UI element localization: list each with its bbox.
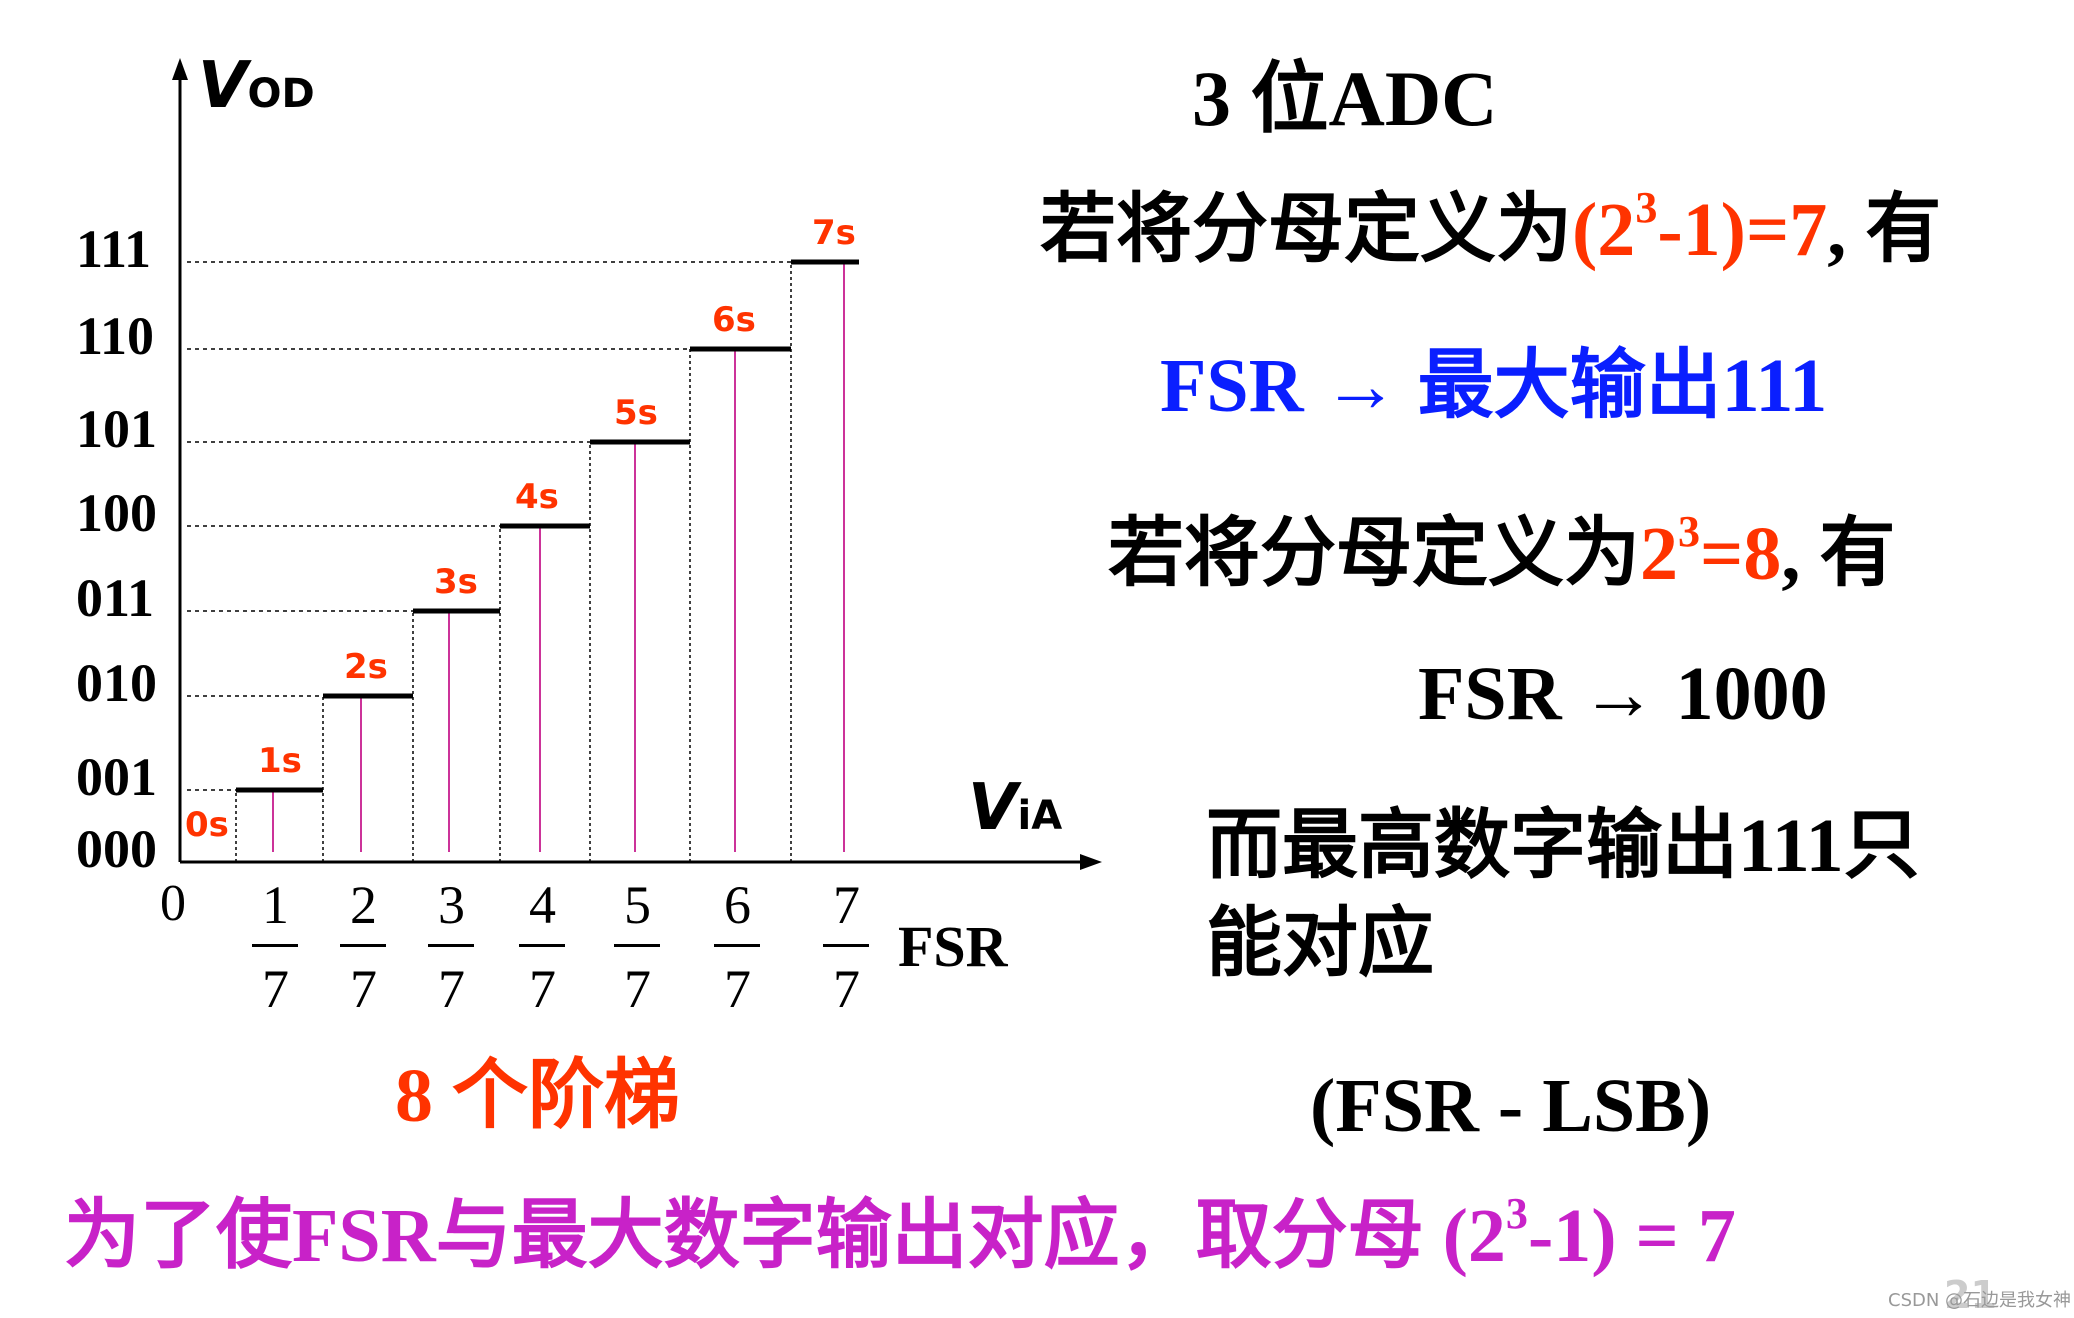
formula-2-cubed: 23=8 bbox=[1640, 506, 1782, 596]
denominator-8-line: 若将分母定义为23=8, 有 bbox=[1108, 506, 1896, 596]
fraction-numerator: 4 bbox=[529, 875, 556, 935]
denominator-7-line: 若将分母定义为(23-1)=7, 有 bbox=[1040, 182, 1942, 272]
output-code-label: 110 bbox=[76, 306, 155, 366]
fraction-numerator: 5 bbox=[624, 875, 651, 935]
corresponds-to-line: 能对应 bbox=[1206, 902, 1434, 986]
fraction-denominator: 7 bbox=[624, 959, 651, 1019]
staircase-caption: 8 个阶梯 bbox=[395, 1054, 680, 1138]
fraction-denominator: 7 bbox=[262, 959, 289, 1019]
output-code-label: 001 bbox=[76, 747, 157, 807]
fraction-denominator: 7 bbox=[438, 959, 465, 1019]
page-number: 21 bbox=[1944, 1273, 1997, 1317]
fraction-numerator: 6 bbox=[724, 875, 751, 935]
step-value-label: 7s bbox=[812, 213, 856, 253]
step-value-label: 5s bbox=[614, 393, 658, 433]
output-code-label: 011 bbox=[76, 568, 155, 628]
fraction-numerator: 2 bbox=[350, 875, 377, 935]
output-code-label: 101 bbox=[76, 399, 157, 459]
fraction-bar bbox=[519, 944, 565, 947]
fsr-minus-lsb: (FSR - LSB) bbox=[1310, 1064, 1712, 1148]
output-code-label: 100 bbox=[76, 483, 157, 543]
origin-label: 0 bbox=[160, 875, 186, 932]
fraction-bar bbox=[252, 944, 298, 947]
step-value-label: 3s bbox=[434, 562, 478, 602]
x-axis-label: ViA bbox=[968, 771, 1063, 845]
x-axis-arrow bbox=[1080, 854, 1102, 870]
fraction-denominator: 7 bbox=[833, 959, 860, 1019]
fraction-denominator: 7 bbox=[529, 959, 556, 1019]
fraction-bar bbox=[614, 944, 660, 947]
fraction-bar bbox=[823, 944, 869, 947]
max-digital-output-line: 而最高数字输出111只 bbox=[1206, 804, 1920, 888]
fsr-axis-label: FSR bbox=[898, 914, 1008, 979]
fsr-1000-line: FSR → 1000 bbox=[1418, 652, 1828, 736]
fsr-max-output-line: FSR → 最大输出111 bbox=[1160, 344, 1828, 428]
step-value-label: 2s bbox=[344, 647, 388, 687]
watermark: CSDN @石边是我女神 bbox=[1888, 1290, 2072, 1311]
fraction-numerator: 3 bbox=[438, 875, 465, 935]
step-value-label: 1s bbox=[258, 741, 302, 781]
output-code-label: 000 bbox=[76, 819, 157, 879]
output-code-label: 111 bbox=[76, 219, 152, 279]
fraction-bar bbox=[340, 944, 386, 947]
fraction-denominator: 7 bbox=[350, 959, 377, 1019]
step-value-label: 4s bbox=[515, 477, 559, 517]
x-axis-subscript: iA bbox=[1017, 793, 1063, 839]
y-axis-label: VOD bbox=[198, 49, 315, 123]
fraction-numerator: 1 bbox=[262, 875, 289, 935]
conclusion-formula: (23-1) = 7 bbox=[1442, 1188, 1736, 1278]
fraction-denominator: 7 bbox=[724, 959, 751, 1019]
fraction-numerator: 7 bbox=[833, 875, 860, 935]
fraction-bar bbox=[428, 944, 474, 947]
y-axis-subscript: OD bbox=[247, 71, 315, 117]
conclusion-line: 为了使FSR与最大数字输出对应，取分母 (23-1) = 7 bbox=[64, 1188, 1736, 1278]
step-value-label: 6s bbox=[712, 300, 756, 340]
fraction-bar bbox=[714, 944, 760, 947]
y-axis-arrow bbox=[172, 58, 188, 80]
adc-title: 3 位ADC bbox=[1192, 55, 1498, 142]
step-value-label: 0s bbox=[185, 805, 229, 845]
output-code-label: 010 bbox=[76, 653, 157, 713]
formula-2-cubed-minus-1: (23-1)=7 bbox=[1572, 182, 1828, 272]
